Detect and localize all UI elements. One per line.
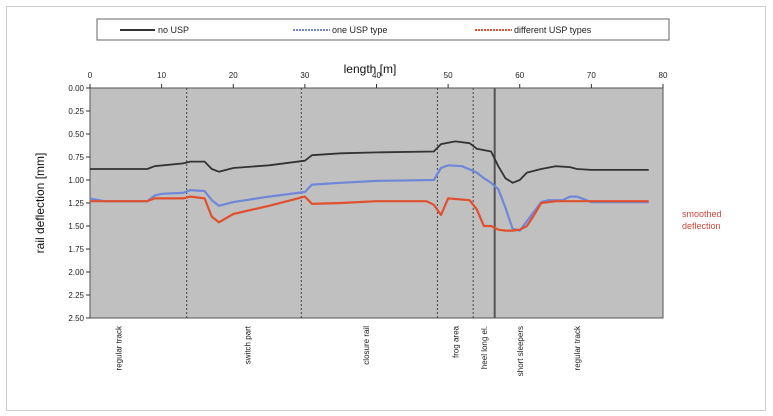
side-annotation-line-1: smoothed [682, 209, 722, 219]
legend: no USP one USP type different USP types [120, 25, 592, 35]
chart-frame [6, 6, 766, 411]
series-line-1 [89, 164, 649, 232]
section-label: switch part [244, 325, 253, 364]
x-tick-label: 0 [88, 71, 93, 80]
y-tick-label: 0.50 [68, 130, 84, 139]
series-line-0 [90, 140, 649, 184]
y-axis-label: rail deflection [mm] [33, 153, 47, 254]
legend-label-no-usp: no USP [158, 25, 189, 35]
section-label: closure rail [362, 326, 371, 365]
x-tick-label: 40 [372, 71, 381, 80]
x-axis-label: length [m] [344, 62, 397, 76]
section-labels: regular track switch part closure rail frog… [115, 325, 582, 376]
y-tick-label: 2.50 [68, 314, 84, 323]
section-label: regular track [115, 325, 124, 370]
legend-box [96, 18, 670, 41]
section-dividers [186, 88, 496, 318]
section-label: frog area [451, 325, 460, 358]
section-label: regular track [573, 325, 582, 370]
series-lines [89, 140, 649, 232]
x-tick-label: 20 [229, 71, 238, 80]
y-tick-label: 1.00 [68, 176, 84, 185]
section-label: short sleepers [516, 326, 525, 376]
x-ticks: 0 10 20 30 40 50 60 70 80 [88, 71, 668, 88]
y-tick-label: 0.00 [68, 84, 84, 93]
series-line-2 [90, 195, 649, 232]
x-tick-label: 70 [587, 71, 596, 80]
legend-label-different-usp: different USP types [514, 25, 592, 35]
x-tick-label: 30 [300, 71, 309, 80]
section-label: heel long el. [480, 326, 489, 369]
x-tick-label: 60 [515, 71, 524, 80]
x-tick-label: 10 [157, 71, 166, 80]
y-tick-label: 2.00 [68, 268, 84, 277]
legend-label-one-usp: one USP type [332, 25, 387, 35]
y-ticks: 0.00 0.25 0.50 0.75 1.00 1.25 1.50 1.75 2.00 2.25… [68, 84, 90, 323]
x-tick-label: 80 [659, 71, 668, 80]
y-tick-label: 0.75 [68, 153, 84, 162]
y-tick-label: 1.25 [68, 199, 84, 208]
y-tick-label: 1.75 [68, 245, 84, 254]
x-tick-label: 50 [444, 71, 453, 80]
y-tick-label: 0.25 [68, 107, 84, 116]
y-tick-label: 1.50 [68, 222, 84, 231]
side-annotation-line-2: deflection [682, 221, 721, 231]
plot-area [89, 87, 664, 319]
y-tick-label: 2.25 [68, 291, 84, 300]
